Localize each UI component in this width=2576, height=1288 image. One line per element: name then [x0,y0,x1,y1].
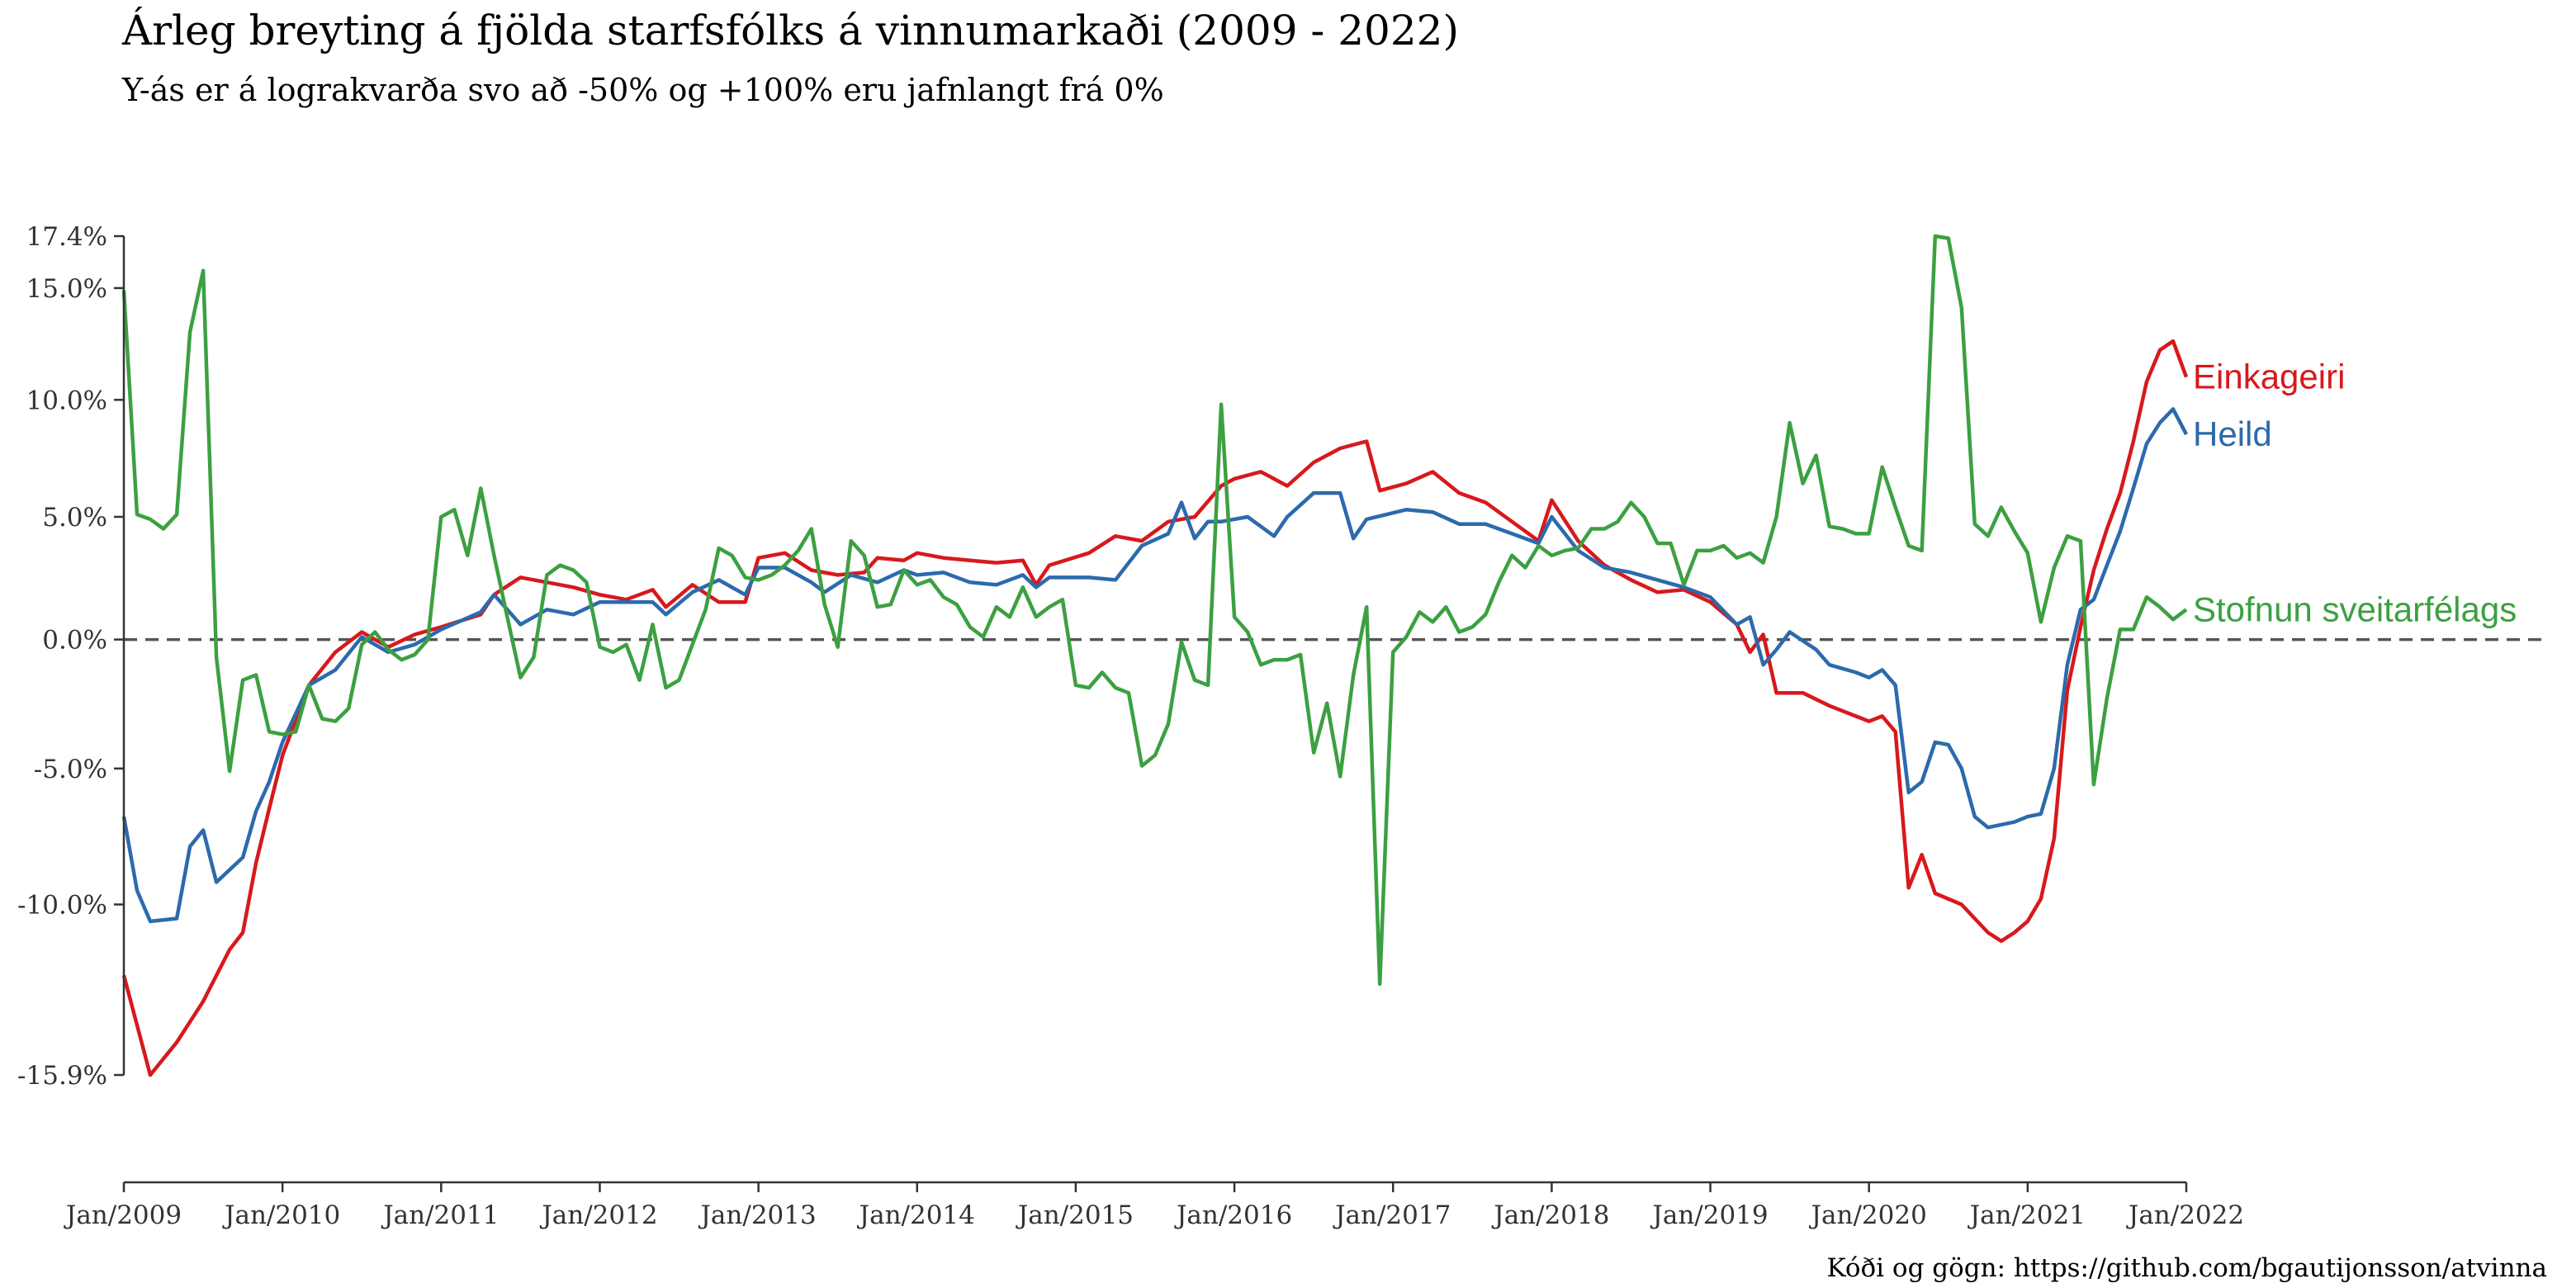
y-tick-label: -15.9% [17,1061,107,1091]
series-layer [121,234,2189,1077]
series-label-2: Stofnun sveitarfélags [2193,590,2517,628]
x-tick-label: Jan/2019 [1650,1200,1768,1230]
chart-caption: Kóði og gögn: https://github.com/bgautij… [1827,1253,2548,1283]
x-tick-label: Jan/2018 [1491,1200,1609,1230]
series-label-1: Heild [2193,414,2272,453]
chart-title: Árleg breyting á fjölda starfsfólks á vi… [121,6,1459,54]
y-tick-label: 17.4% [26,222,107,252]
x-tick-label: Jan/2021 [1968,1200,2086,1230]
x-tick-label: Jan/2010 [222,1200,340,1230]
x-tick-label: Jan/2022 [2126,1200,2244,1230]
x-tick-label: Jan/2014 [857,1200,975,1230]
series-line-0 [121,339,2189,1077]
x-tick-label: Jan/2011 [381,1200,499,1230]
y-tick-label: 15.0% [26,274,107,304]
series-line-1 [121,407,2188,924]
x-tick-label: Jan/2015 [1016,1200,1134,1230]
plot-area: Einkageiri Heild Stofnun sveitarfélags [121,234,2547,1077]
x-tick-label: Jan/2016 [1174,1200,1292,1230]
x-ticks: Jan/2009 Jan/2010 Jan/2011 Jan/2012 Jan/2013… [64,1182,2244,1230]
series-labels: Einkageiri Heild Stofnun sveitarfélags [2193,358,2517,629]
y-axis: 17.4% 15.0% 10.0% 5.0% 0.0% -5.0% -10.0% -15.9% [17,222,125,1091]
y-tick-label: 0.0% [42,626,107,656]
series-label-0: Einkageiri [2193,358,2345,396]
x-tick-label: Jan/2020 [1809,1200,1927,1230]
y-tick-label: 5.0% [42,503,107,533]
x-tick-label: Jan/2012 [539,1200,657,1230]
x-axis: Jan/2009 Jan/2010 Jan/2011 Jan/2012 Jan/2013… [64,1181,2244,1230]
x-tick-label: Jan/2013 [698,1200,817,1230]
series-line-2 [121,234,2188,987]
y-tick-label: 10.0% [26,386,107,415]
x-tick-label: Jan/2009 [64,1200,182,1230]
x-tick-label: Jan/2017 [1333,1200,1451,1230]
y-tick-label: -5.0% [34,755,107,784]
y-ticks: 17.4% 15.0% 10.0% 5.0% 0.0% -5.0% -10.0% -15.9% [17,222,124,1091]
chart-subtitle: Y-ás er á lograkvarða svo að -50% og +10… [121,72,1164,108]
y-tick-label: -10.0% [17,890,107,920]
